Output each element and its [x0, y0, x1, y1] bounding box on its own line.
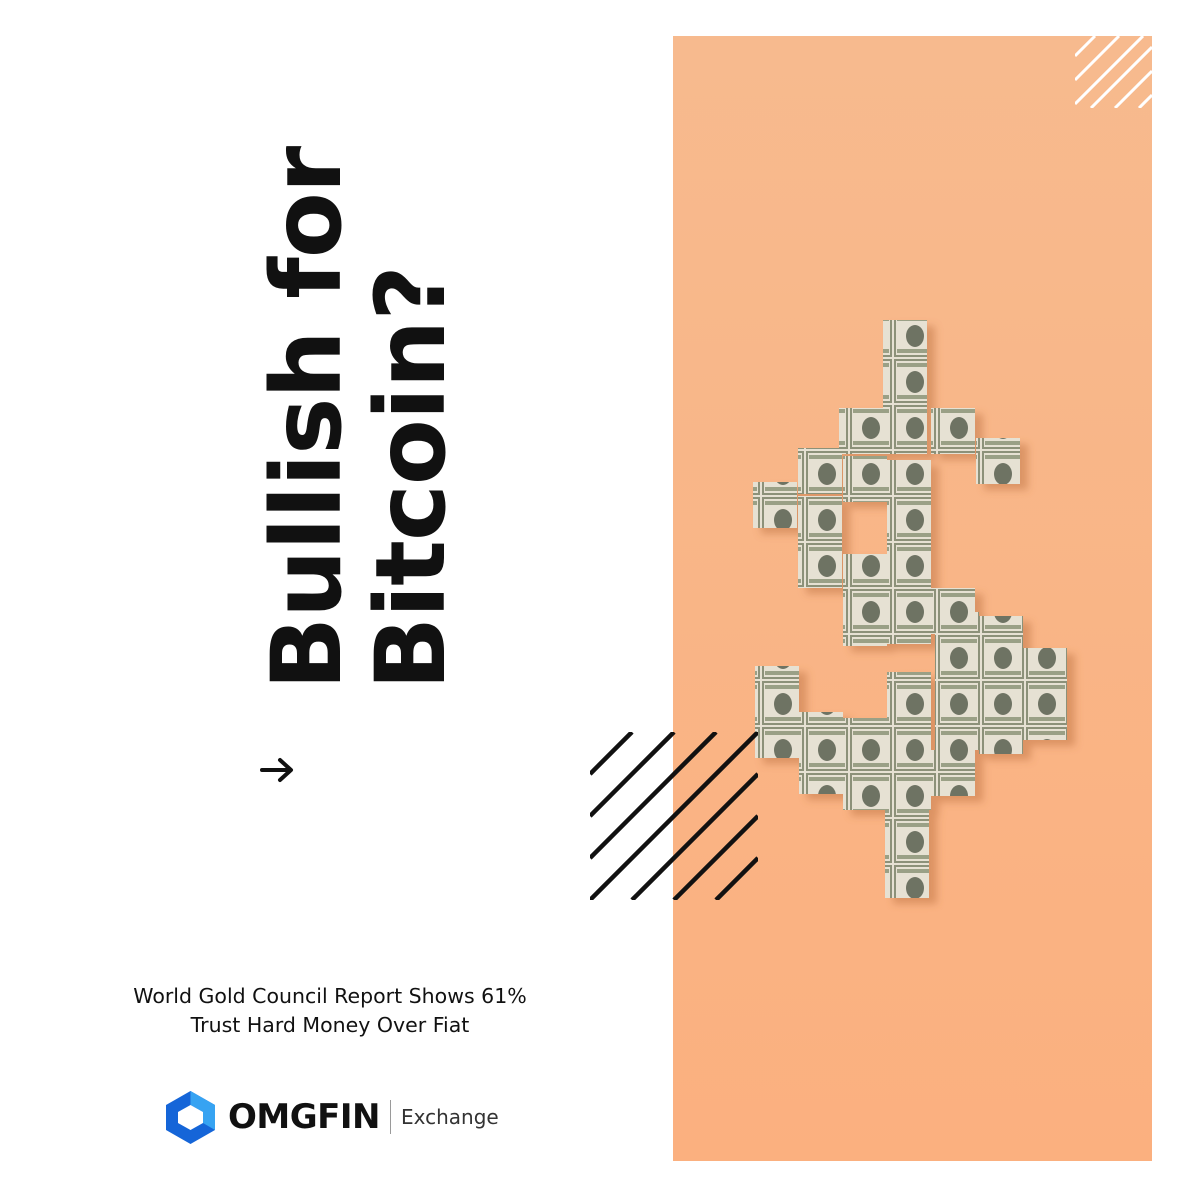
brand-name: OMGFIN: [228, 1097, 380, 1137]
arrow-right-icon[interactable]: [258, 755, 298, 785]
brand-subtitle: Exchange: [400, 1105, 499, 1129]
stripes-decoration-top: [1075, 36, 1152, 108]
omgfin-logo-icon: [166, 1090, 215, 1144]
stripes-decoration-middle: [590, 732, 758, 900]
headline-line-2: Bitcoin?: [355, 266, 467, 690]
subtitle-line-1: World Gold Council Report Shows 61%: [133, 984, 527, 1008]
headline-line-1: Bullish for: [251, 146, 363, 690]
subtitle-line-2: Trust Hard Money Over Fiat: [190, 1013, 470, 1037]
dollar-sign-banknotes: [753, 320, 1067, 898]
subtitle: World Gold Council Report Shows 61% Trus…: [60, 982, 600, 1040]
headline: Bullish for Bitcoin?: [251, 146, 467, 690]
logo-divider: [389, 1100, 391, 1134]
brand-logo: OMGFIN Exchange: [163, 1089, 499, 1145]
hero-photo: [673, 36, 1152, 1161]
